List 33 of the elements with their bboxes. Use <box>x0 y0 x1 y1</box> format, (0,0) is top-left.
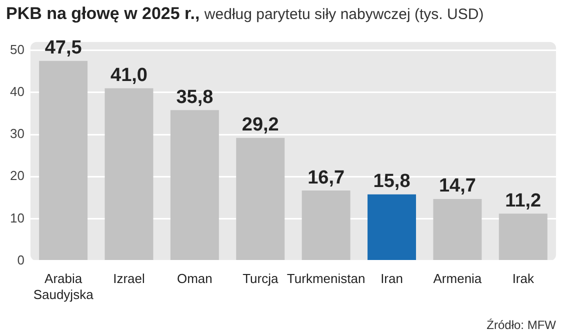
data-label: 11,2 <box>505 190 542 212</box>
y-tick-label: 50 <box>10 42 24 57</box>
bar <box>39 60 88 260</box>
bar <box>236 138 285 260</box>
y-tick-label: 30 <box>10 126 24 142</box>
chart-title: PKB na głowę w 2025 r., <box>6 4 200 23</box>
data-label: 15,8 <box>373 171 410 192</box>
x-tick-label: Arabia Saudyjska <box>33 271 94 302</box>
data-label: 29,2 <box>242 114 279 136</box>
x-tick-label: Oman <box>176 271 212 286</box>
x-tick-label: Iran <box>380 271 403 286</box>
x-tick-label: Irak <box>512 271 534 286</box>
bar <box>170 110 219 260</box>
x-tick-label: Izrael <box>113 271 145 286</box>
bar <box>104 88 154 260</box>
bar <box>302 190 350 260</box>
bar <box>433 198 482 260</box>
chart-subtitle: według parytetu siły nabywczej (tys. USD) <box>204 6 484 23</box>
x-tick-label: Turcja <box>242 271 279 286</box>
y-tick-label: 20 <box>10 168 24 184</box>
x-tick-label: Turkmenistan <box>286 271 366 286</box>
y-tick-label: 0 <box>17 252 24 268</box>
data-label: 14,7 <box>438 176 476 197</box>
data-label: 16,7 <box>308 167 345 188</box>
data-label: 41,0 <box>110 65 148 86</box>
data-label: 47,5 <box>44 38 82 59</box>
y-tick-label: 40 <box>10 84 24 100</box>
bar <box>368 194 416 260</box>
data-label: 35,8 <box>176 86 214 108</box>
y-tick-label: 10 <box>10 210 24 226</box>
x-tick-label: Armenia <box>433 271 482 286</box>
bar <box>498 214 548 260</box>
text: Źródło: MFW <box>486 318 556 332</box>
